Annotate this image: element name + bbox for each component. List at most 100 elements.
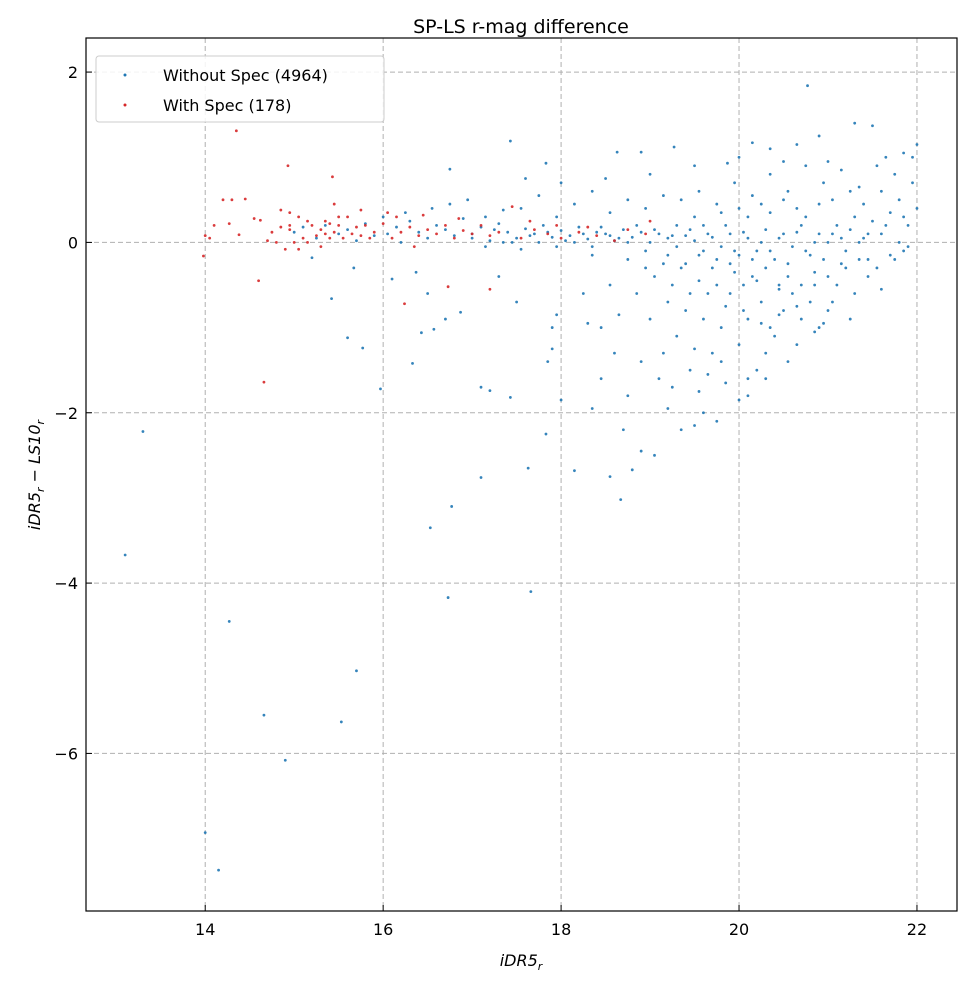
data-point (426, 228, 430, 232)
data-point (897, 241, 901, 244)
data-point (759, 202, 763, 206)
data-point (826, 275, 830, 278)
data-point (644, 232, 648, 236)
data-point (283, 247, 287, 251)
data-point (330, 297, 333, 301)
data-point (648, 219, 652, 223)
grid (86, 38, 957, 911)
data-point (848, 189, 852, 193)
data-point (444, 317, 447, 321)
data-point (871, 219, 874, 223)
data-point (822, 258, 825, 261)
data-point (368, 236, 372, 240)
data-point (817, 134, 821, 138)
data-point (675, 245, 679, 249)
data-point (657, 232, 661, 236)
data-point (742, 230, 745, 234)
data-point (684, 262, 688, 266)
data-point (417, 234, 421, 237)
data-point (488, 234, 492, 237)
data-point (217, 868, 220, 872)
data-point (484, 245, 487, 249)
data-point (608, 283, 612, 287)
series-0 (123, 84, 919, 872)
x-tick-label: 18 (551, 920, 571, 939)
data-point (657, 377, 661, 381)
data-point (746, 377, 750, 381)
data-point (470, 232, 474, 236)
data-point (844, 266, 848, 270)
data-point (492, 228, 496, 232)
data-point (693, 239, 696, 243)
data-point (621, 428, 625, 432)
data-point (697, 279, 701, 283)
data-point (737, 398, 741, 402)
data-point (710, 235, 714, 239)
data-point (702, 317, 705, 321)
data-point (237, 233, 241, 237)
data-point (332, 230, 336, 234)
data-point (555, 245, 559, 249)
legend-box (95, 55, 385, 123)
data-point (759, 300, 763, 304)
data-point (328, 222, 332, 226)
y-tick-label: −4 (54, 574, 78, 593)
data-point (599, 377, 603, 381)
data-point (590, 407, 594, 410)
data-point (666, 236, 670, 240)
data-point (604, 177, 607, 180)
data-point (528, 219, 532, 223)
data-point (866, 232, 870, 236)
data-point (286, 164, 290, 168)
data-point (702, 249, 705, 253)
data-point (403, 302, 406, 306)
data-point (408, 225, 412, 229)
data-point (288, 228, 292, 232)
data-point (875, 266, 879, 270)
data-point (306, 241, 309, 244)
data-point (363, 223, 367, 227)
data-point (262, 713, 266, 717)
data-point (746, 317, 750, 321)
data-point (879, 232, 883, 236)
data-point (227, 620, 231, 623)
series-1 (202, 129, 652, 384)
data-point (323, 219, 327, 223)
data-point (764, 266, 768, 270)
data-point (853, 121, 857, 125)
data-point (653, 275, 656, 278)
data-point (234, 129, 238, 133)
data-point (693, 164, 696, 168)
y-axis-label: iDR5r − LS10r (25, 418, 47, 530)
data-point (773, 258, 777, 261)
data-point (768, 249, 772, 253)
data-point (479, 385, 483, 389)
data-point (537, 241, 541, 244)
data-point (786, 262, 790, 266)
data-point (791, 245, 794, 249)
data-point (559, 398, 563, 402)
data-point (555, 223, 559, 227)
data-point (208, 236, 212, 240)
data-point (844, 249, 848, 253)
data-point (733, 249, 736, 253)
data-point (679, 428, 683, 432)
data-point (768, 147, 772, 151)
data-point (799, 223, 803, 227)
data-point (906, 223, 910, 227)
data-point (288, 211, 292, 215)
data-point (839, 262, 843, 266)
data-point (737, 343, 741, 347)
data-point (444, 223, 447, 227)
data-point (310, 223, 314, 227)
data-point (501, 241, 505, 244)
data-point (141, 430, 145, 433)
data-point (857, 241, 861, 244)
x-axis-label: iDR5r (500, 951, 544, 973)
data-point (848, 317, 852, 321)
data-point (693, 424, 696, 427)
data-point (621, 228, 625, 232)
data-point (355, 669, 358, 673)
data-point (608, 211, 612, 215)
data-point (719, 326, 723, 329)
